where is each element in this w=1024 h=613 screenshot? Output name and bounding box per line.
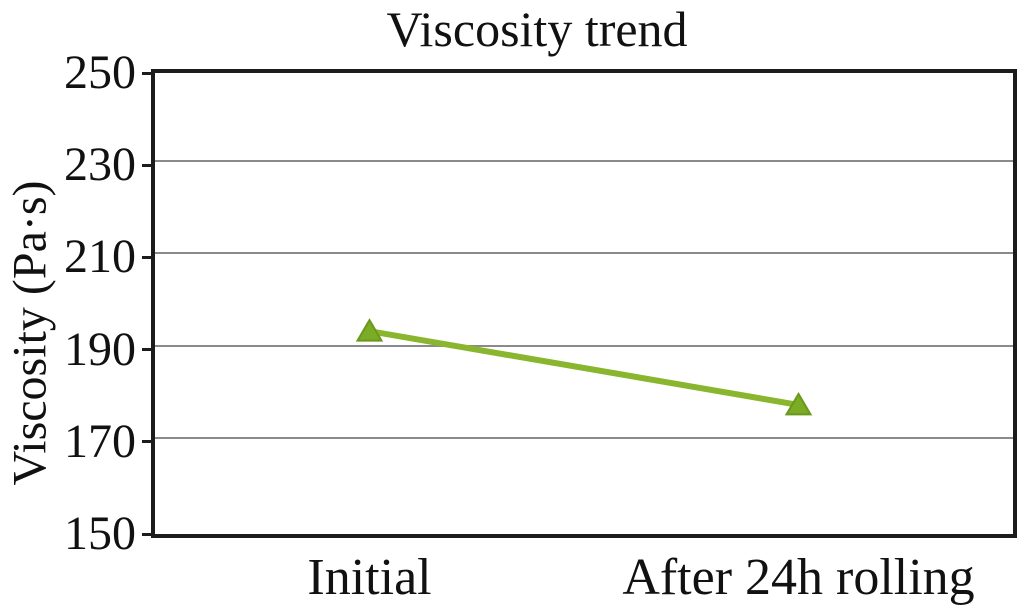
y-tick-mark (142, 163, 152, 167)
y-tick-mark (142, 255, 152, 259)
y-tick-mark (142, 532, 152, 536)
y-tick-mark (142, 71, 152, 75)
x-category-label: After 24h rolling (622, 549, 975, 606)
y-tick-label: 230 (64, 138, 136, 192)
series-line (368, 328, 800, 408)
y-tick-label: 250 (64, 46, 136, 99)
data-point-marker (784, 391, 813, 416)
y-tick-label: 210 (64, 230, 136, 284)
y-tick-label: 170 (64, 414, 136, 468)
gridline (155, 160, 1013, 163)
y-tick-mark (142, 440, 152, 444)
plot-area (151, 69, 1017, 538)
y-tick-mark (142, 348, 152, 352)
chart-title: Viscosity trend (386, 1, 688, 57)
gridline (155, 344, 1013, 347)
y-tick-label: 150 (64, 507, 136, 560)
x-category-label: Initial (307, 549, 432, 606)
gridline (155, 252, 1013, 255)
data-point-marker (355, 318, 384, 342)
y-tick-label: 190 (64, 322, 136, 376)
gridline (155, 436, 1013, 439)
